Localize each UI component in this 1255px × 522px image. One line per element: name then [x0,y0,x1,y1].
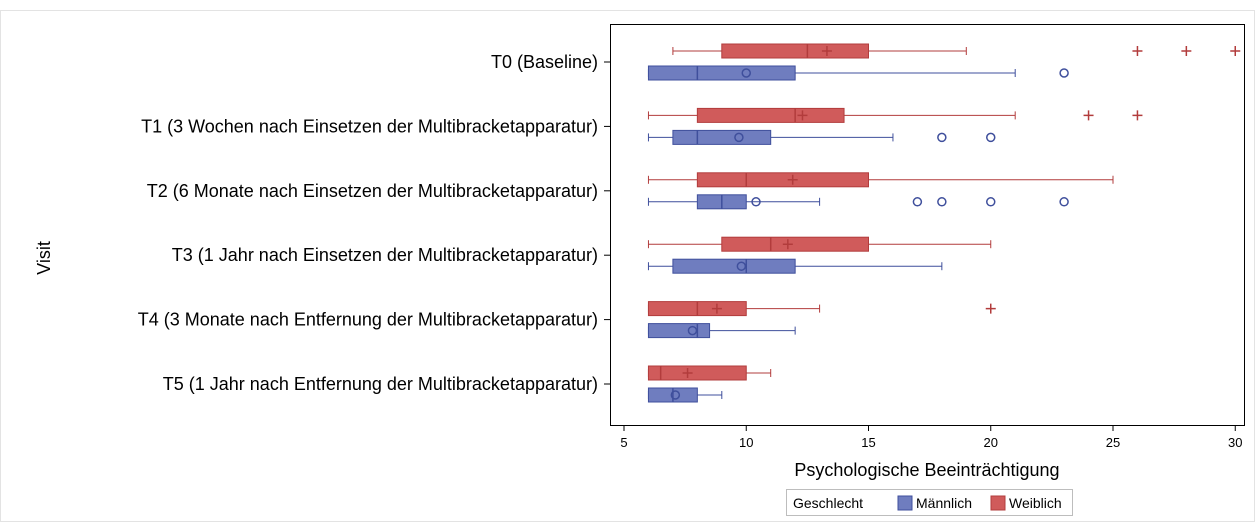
x-tick-label: 25 [1106,435,1120,450]
x-axis-title: Psychologische Beeinträchtigung [794,460,1059,480]
mean-marker [736,261,747,271]
mean-marker [751,197,761,207]
category-label: T4 (3 Monate nach Entfernung der Multibr… [138,310,598,330]
outlier-marker [1059,68,1069,78]
outlier-marker [1059,197,1069,207]
category-label: T5 (1 Jahr nach Entfernung der Multibrac… [163,374,598,394]
category-label: T2 (6 Monate nach Einsetzen der Multibra… [147,181,598,201]
legend-swatch-weiblich [990,495,1006,511]
box [672,258,796,274]
legend-swatch-maennlich [897,495,913,511]
mean-marker [682,368,693,378]
outlier-marker [986,197,996,207]
box [672,129,772,145]
mean-marker [787,174,798,185]
outer-frame [0,10,1255,522]
mean-marker [741,68,751,78]
legend-frame [786,489,1073,516]
box [647,65,796,81]
box [721,43,869,59]
legend: Geschlecht Männlich Weiblich [786,489,1073,516]
category-labels: T0 (Baseline) T1 (3 Wochen nach Einsetzen… [138,52,610,394]
box [696,172,869,188]
box [647,323,711,339]
mean-marker [734,132,744,143]
mean-marker [670,390,681,400]
legend-label-weiblich: Weiblich [1009,495,1062,511]
outlier-marker [1132,110,1143,121]
legend-title: Geschlecht [793,495,863,511]
category-label: T3 (1 Jahr nach Einsetzen der Multibrack… [172,245,598,265]
x-tick-label: 15 [861,435,875,450]
mean-marker [711,303,722,314]
y-axis-title: Visit [34,241,54,275]
box [721,236,869,252]
x-tick-label: 30 [1228,435,1242,450]
mean-marker [687,325,698,336]
mean-marker [797,110,808,121]
legend-label-maennlich: Männlich [916,495,972,511]
outlier-marker [937,132,947,143]
outlier-marker [1181,46,1192,56]
mean-marker [782,239,793,250]
category-label: T0 (Baseline) [491,52,598,72]
outlier-marker [986,132,996,143]
box [647,365,747,381]
x-tick-label: 10 [739,435,753,450]
box [696,107,845,123]
x-axis: 5 10 15 20 25 30 [620,425,1242,450]
outlier-marker [937,197,947,207]
outlier-marker [1083,110,1094,121]
plot-frame [610,24,1245,426]
outlier-marker [985,303,996,314]
box-marks [647,43,1241,403]
x-tick-label: 5 [620,435,627,450]
outlier-marker [1132,46,1143,56]
outlier-marker [1230,46,1241,56]
category-label: T1 (3 Wochen nach Einsetzen der Multibra… [141,116,598,136]
x-tick-label: 20 [984,435,998,450]
outlier-marker [912,197,923,207]
mean-marker [821,46,832,56]
